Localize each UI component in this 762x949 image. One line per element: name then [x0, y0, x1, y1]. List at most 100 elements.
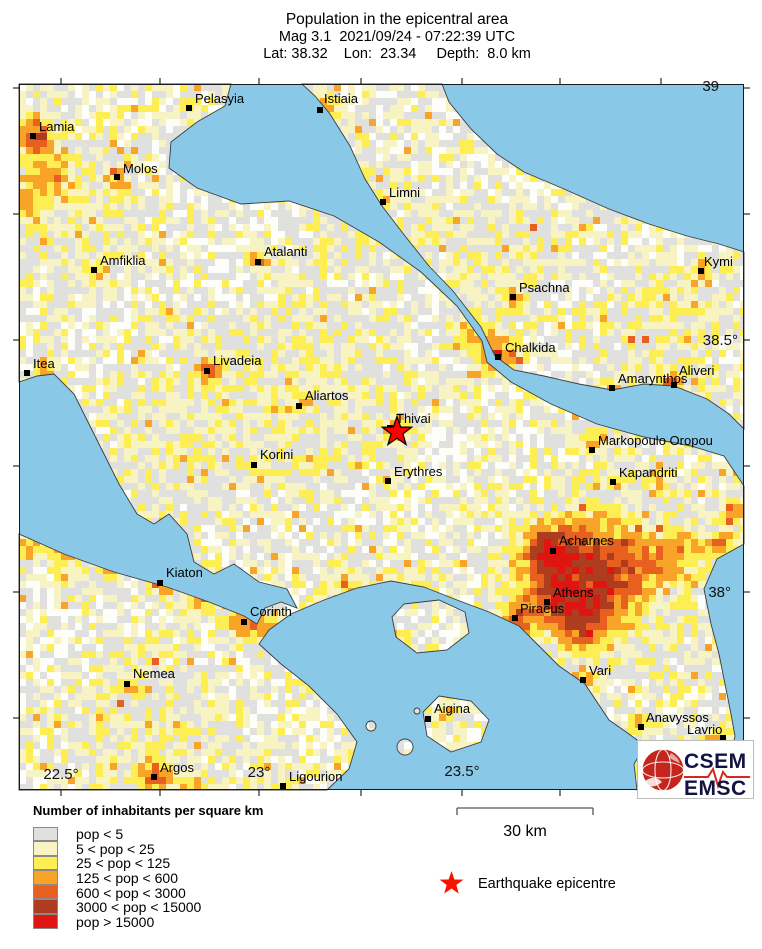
city-label: Aliartos	[305, 388, 349, 403]
city-label: Chalkida	[505, 340, 556, 355]
city-marker	[317, 107, 323, 113]
city-label: Erythres	[394, 464, 443, 479]
legend-row: 5 < pop < 25	[33, 840, 263, 857]
map-border	[19, 84, 744, 790]
latitude-label: 38.5°	[703, 332, 738, 349]
city-layer: Lamia Molos Pelasyia Istiaia Limni Amfiklia At…	[24, 91, 733, 789]
legend-class-label: pop < 5	[76, 826, 124, 843]
seismogram-line	[684, 766, 750, 790]
city-marker	[186, 105, 192, 111]
epicentre-star	[380, 414, 414, 446]
city-marker	[91, 267, 97, 273]
legend-swatch	[33, 841, 58, 856]
city-label: Markopoulo Oropou	[598, 433, 713, 448]
city-label: Piraeus	[520, 601, 565, 616]
city-marker	[24, 370, 30, 376]
legend-swatch	[33, 914, 58, 929]
city-label: Aliveri	[679, 363, 715, 378]
latitude-label: 38°	[708, 584, 731, 601]
city-marker	[609, 385, 615, 391]
city-marker	[124, 681, 130, 687]
city-marker	[114, 174, 120, 180]
city-label: Atalanti	[264, 244, 307, 259]
city-marker	[425, 716, 431, 722]
city-label: Lamia	[39, 119, 75, 134]
city-marker	[550, 548, 556, 554]
population-map-svg: 39 38.5° 38° 22.5° 23° 23.5° Lamia Molos Pelasyi…	[13, 78, 750, 796]
city-label: Argos	[160, 760, 194, 775]
city-marker	[580, 677, 586, 683]
legend-swatch	[33, 826, 58, 842]
city-label: Acharnes	[559, 533, 614, 548]
city-marker	[251, 462, 257, 468]
city-label: Psachna	[519, 280, 570, 295]
epicentre-star-icon	[439, 871, 464, 894]
city-marker	[671, 382, 677, 388]
coastlines	[18, 83, 745, 791]
population-map: 39 38.5° 38° 22.5° 23° 23.5° Lamia Molos Pelasyi…	[13, 78, 750, 796]
legend-class-label: 25 < pop < 125	[76, 855, 171, 872]
city-label: Istiaia	[324, 91, 359, 106]
legend-class-label: 125 < pop < 600	[76, 870, 178, 887]
city-marker	[204, 368, 210, 374]
city-label: Pelasyia	[195, 91, 245, 106]
epicentre-legend-label: Earthquake epicentre	[478, 875, 616, 892]
csem-emsc-logo: CSEM EMSC	[637, 740, 754, 800]
city-label: Korini	[260, 447, 293, 462]
legend-swatch	[33, 899, 58, 915]
city-marker	[512, 615, 518, 621]
latitude-label: 39	[702, 78, 719, 95]
city-label: Limni	[389, 185, 420, 200]
city-label: Molos	[123, 161, 158, 176]
city-label: Livadeia	[213, 353, 262, 368]
city-marker	[280, 783, 286, 789]
legend-class-label: pop > 15000	[76, 913, 155, 930]
city-marker	[638, 724, 644, 730]
scale-bar: 30 km	[455, 804, 595, 841]
legend-swatch	[33, 884, 58, 900]
longitude-label: 23.5°	[444, 763, 479, 780]
city-marker	[255, 259, 261, 265]
city-label: Thivai	[396, 411, 431, 426]
city-marker	[544, 599, 550, 605]
city-label: Vari	[589, 663, 611, 678]
page-title: Population in the epicentral area	[285, 11, 509, 28]
logo-line2: EMSC	[684, 777, 747, 798]
event-magnitude-time: Mag 3.1 2021/09/24 - 07:22:39 UTC	[278, 29, 516, 45]
city-marker	[151, 774, 157, 780]
longitude-label: 23°	[248, 764, 271, 781]
legend-row: pop > 15000	[33, 913, 263, 930]
csem-emsc-logo-svg: CSEM EMSC	[641, 748, 750, 800]
city-label: Anavyssos	[646, 710, 709, 725]
city-marker	[296, 403, 302, 409]
legend-row: 3000 < pop < 15000	[33, 899, 263, 916]
city-marker	[385, 478, 391, 484]
city-label: Amarynthos	[618, 371, 688, 386]
legend-swatch	[33, 870, 58, 885]
event-coordinates: Lat: 38.32 Lon: 23.34 Depth: 8.0 km	[263, 46, 531, 62]
legend-swatch	[33, 855, 58, 871]
city-label: Aigina	[434, 701, 471, 716]
city-marker	[610, 479, 616, 485]
legend-title: Number of inhabitants per square km	[33, 803, 264, 818]
legend-class-label: 600 < pop < 3000	[76, 884, 186, 901]
scale-bar-bracket	[456, 807, 594, 815]
city-marker	[157, 580, 163, 586]
city-label: Kymi	[704, 254, 733, 269]
legend-class-label: 3000 < pop < 15000	[76, 899, 202, 916]
city-label: Lavrio	[687, 722, 722, 737]
density-legend: Number of inhabitants per square km pop …	[33, 803, 264, 930]
logo-line1: CSEM	[684, 750, 747, 773]
city-marker	[380, 199, 386, 205]
city-label: Corinth	[250, 604, 292, 619]
city-label: Kiaton	[166, 565, 203, 580]
legend-class-label: 5 < pop < 25	[76, 840, 155, 857]
legend-row: 25 < pop < 125	[33, 855, 263, 872]
globe-icon	[641, 748, 685, 792]
legend-row: 600 < pop < 3000	[33, 884, 263, 901]
city-label: Athens	[553, 585, 594, 600]
city-label: Ligourion	[289, 769, 343, 784]
legend-row: pop < 5	[33, 826, 263, 843]
epicentre-legend: Earthquake epicentre	[438, 870, 616, 897]
